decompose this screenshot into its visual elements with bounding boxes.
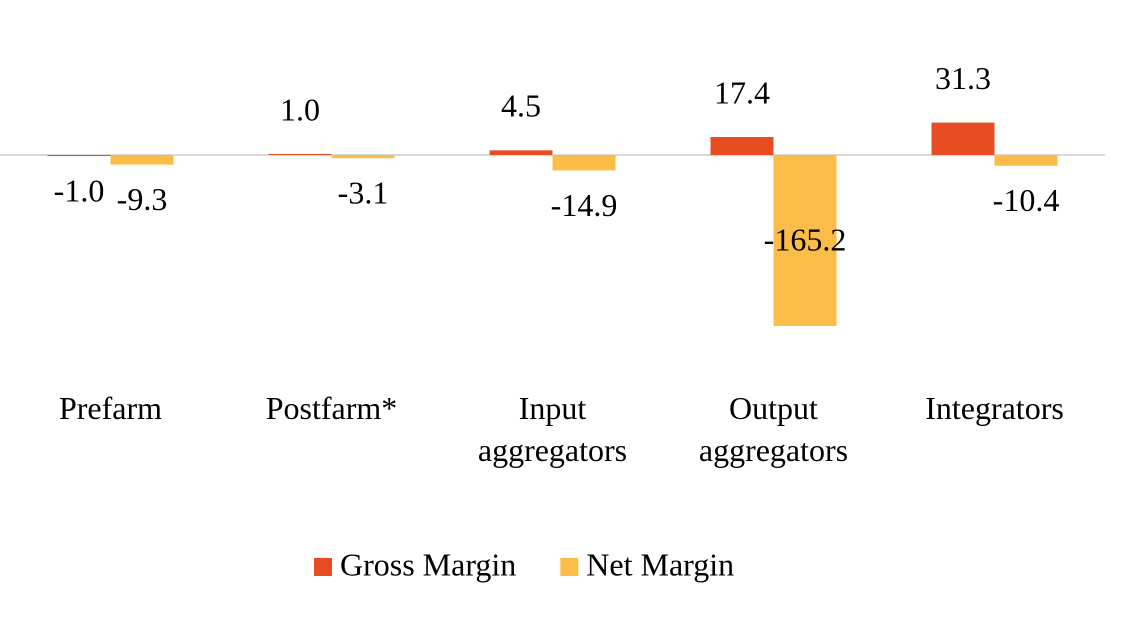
x-tick-label: Input aggregators — [477, 390, 628, 468]
x-tick-label: Integrators — [925, 390, 1064, 426]
x-tick-label: Prefarm — [58, 390, 163, 426]
legend-swatch — [560, 558, 579, 576]
x-tick-label: Postfarm* — [265, 390, 398, 426]
legend-label: Net Margin — [586, 546, 734, 582]
data-label: 17.4 — [714, 74, 770, 110]
data-label: -10.4 — [993, 182, 1060, 218]
bar — [47, 155, 111, 157]
data-label: -9.3 — [117, 181, 168, 217]
data-label: -1.0 — [54, 172, 105, 208]
data-label: 4.5 — [501, 88, 541, 124]
data-label: 31.3 — [935, 60, 991, 96]
bar — [994, 155, 1058, 166]
data-label: -14.9 — [551, 187, 618, 223]
legend-label: Gross Margin — [340, 546, 516, 582]
bar — [110, 155, 174, 165]
bar — [331, 155, 395, 159]
data-label: -165.2 — [764, 221, 847, 257]
bar — [773, 155, 837, 326]
bar — [489, 150, 553, 155]
bar — [931, 122, 995, 155]
legend-swatch — [314, 558, 332, 576]
bar — [710, 136, 774, 155]
data-label: -3.1 — [338, 175, 389, 211]
bar — [552, 155, 616, 171]
data-label: 1.0 — [280, 91, 320, 127]
bar — [268, 153, 332, 155]
x-tick-label: Output aggregators — [698, 390, 849, 468]
